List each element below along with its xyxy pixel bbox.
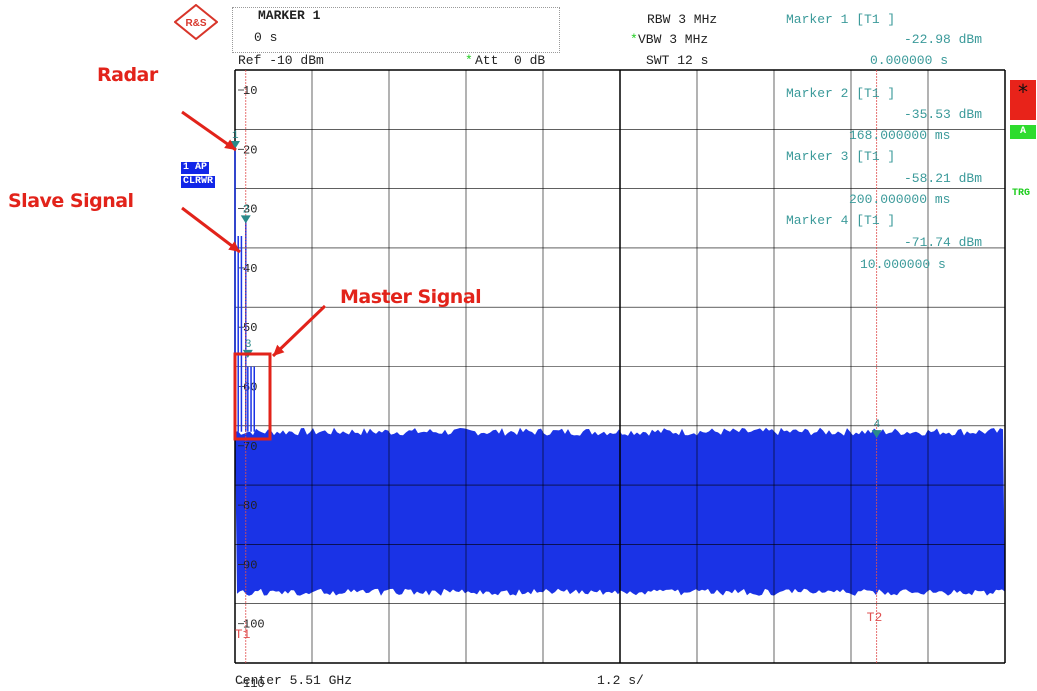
att-setting: Att 0 dB [475, 53, 546, 68]
marker-triangle-4 [871, 430, 882, 439]
marker1-time: 0.000000 s [870, 53, 949, 68]
rohde-schwarz-logo-icon: R&S [174, 4, 218, 40]
marker-box-title: MARKER 1 [258, 8, 321, 23]
marker2-level: -35.53 dBm [904, 107, 983, 122]
marker-number: 1 [232, 130, 239, 142]
master-arrow-shaft [271, 304, 327, 358]
rbw-setting: RBW 3 MHz [647, 12, 718, 27]
master-signal-callout: Master Signal [340, 286, 482, 308]
slave-arrow-shaft [181, 206, 241, 254]
marker3-label: Marker 3 [T1 ] [786, 149, 896, 164]
master-arrow-head [273, 344, 285, 356]
marker3-level: -58.21 dBm [904, 171, 983, 186]
marker-number: 4 [874, 419, 881, 431]
trace-badge: 1 AP [181, 162, 210, 174]
mode-badge: CLRWR [181, 176, 216, 188]
att-star: * [465, 53, 473, 68]
master-signal-box [233, 352, 272, 441]
y-tick-label: 50 [243, 321, 257, 335]
y-tick-label: 20 [243, 143, 257, 157]
marker4-label: Marker 4 [T1 ] [786, 213, 896, 228]
y-tick-label: 80 [243, 499, 257, 513]
marker-line-label: T1 [235, 627, 251, 642]
marker2-time: 168.000000 ms [849, 128, 951, 143]
radar-arrow-head [224, 139, 236, 150]
y-tick-label: 10 [243, 84, 257, 98]
swt-setting: SWT 12 s [646, 53, 709, 68]
radar-callout: Radar [97, 64, 158, 86]
time-per-division: 1.2 s/ [597, 673, 644, 688]
center-frequency: Center 5.51 GHz [235, 673, 353, 688]
marker-box-value: 0 s [254, 30, 278, 45]
marker4-time: 10.000000 s [860, 257, 946, 272]
y-tick-label: 30 [243, 203, 257, 217]
y-tick-label: 110 [243, 677, 265, 691]
trg-indicator: TRG [1012, 188, 1031, 199]
slave-signal-callout: Slave Signal [8, 190, 134, 212]
marker1-label: Marker 1 [T1 ] [786, 12, 896, 27]
star-indicator: * [1010, 80, 1036, 120]
marker3-time: 200.000000 ms [849, 192, 951, 207]
marker-number: 2 [243, 204, 250, 216]
vbw-setting: VBW 3 MHz [638, 32, 709, 47]
y-tick-label: 70 [243, 440, 257, 454]
vbw-star: * [630, 32, 638, 47]
marker4-level: -71.74 dBm [904, 235, 983, 250]
marker-triangle-1 [230, 140, 240, 149]
y-tick-label: 100 [243, 618, 265, 632]
marker1-level: -22.98 dBm [904, 32, 983, 47]
marker-box [232, 7, 560, 53]
logo-text: R&S [185, 18, 206, 29]
a-indicator: A [1010, 125, 1036, 139]
radar-arrow-shaft [181, 110, 237, 152]
slave-arrow-head [228, 241, 240, 252]
marker-line-label: T2 [867, 610, 883, 625]
y-tick-label: 40 [243, 262, 257, 276]
marker2-label: Marker 2 [T1 ] [786, 86, 896, 101]
marker-number: 3 [245, 339, 252, 351]
marker-triangle-2 [240, 215, 251, 224]
y-tick-label: 90 [243, 558, 257, 572]
ref-level: Ref -10 dBm [238, 53, 324, 68]
